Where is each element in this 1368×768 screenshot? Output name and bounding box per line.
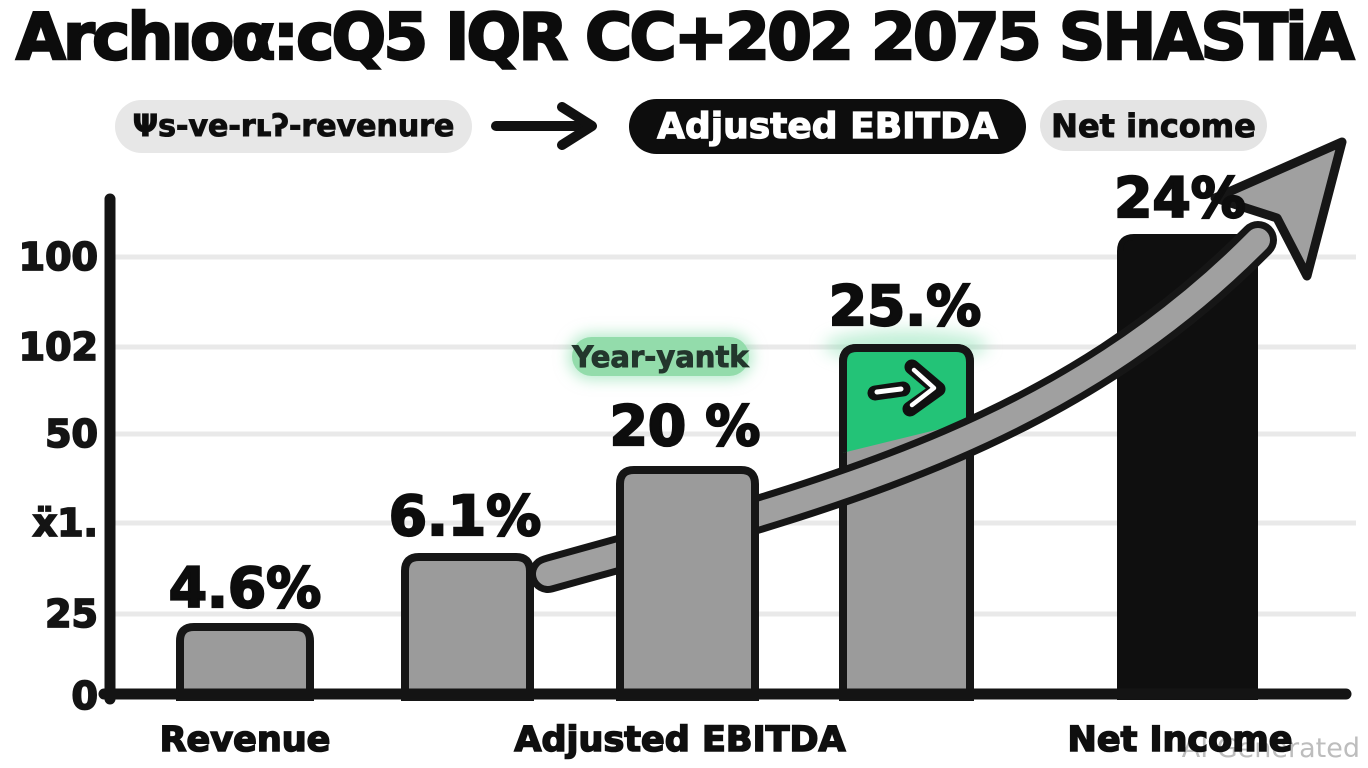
legend-pill-net-income-label: Net income <box>1051 106 1257 145</box>
x-axis-label-net-income: Net Income <box>1067 719 1293 761</box>
legend-pill-ebitda-label: Adjusted EBITDA <box>657 105 999 147</box>
y-tick-label: 0 <box>71 674 99 718</box>
bar-value-label: 24% <box>1113 166 1247 230</box>
bar-ebitda-1 <box>616 466 759 701</box>
bar-value-label: 25.% <box>828 274 983 338</box>
y-tick-label: ẍ1. <box>32 501 99 545</box>
y-tick-label: 50 <box>44 412 99 456</box>
bar-revenue-2 <box>401 553 534 701</box>
bar-value-label: 4.6% <box>168 556 323 620</box>
y-tick-label: 102 <box>18 325 99 369</box>
legend-pill-net-income: Net income <box>1040 100 1267 151</box>
ai-generated-watermark: AI Generated <box>1181 733 1360 764</box>
annotation-pill: Year-yantk <box>572 337 749 376</box>
annotation-pill-label: Year-yantk <box>572 339 749 374</box>
legend-pill-revenue-label: Ψs-ve-rʟʔ-revenure <box>132 109 455 145</box>
chart-title: Archıoα:cQ5 IQR CC+202 2075 SHASTiA <box>15 1 1356 76</box>
x-axis-label-revenue: Revenue <box>159 719 331 761</box>
legend-pill-revenue: Ψs-ve-rʟʔ-revenure <box>115 100 472 153</box>
legend-pill-ebitda: Adjusted EBITDA <box>629 99 1026 154</box>
y-tick-label: 100 <box>18 235 99 279</box>
bar-value-label: 6.1% <box>388 484 543 548</box>
right-arrow-icon <box>867 359 946 417</box>
legend-arrow-icon <box>491 102 597 150</box>
x-axis-label-ebitda: Adjusted EBITDA <box>514 719 847 761</box>
bar-value-label: 20 % <box>608 394 761 458</box>
y-tick-label: 25 <box>44 592 99 636</box>
bar-revenue-1 <box>176 623 314 701</box>
